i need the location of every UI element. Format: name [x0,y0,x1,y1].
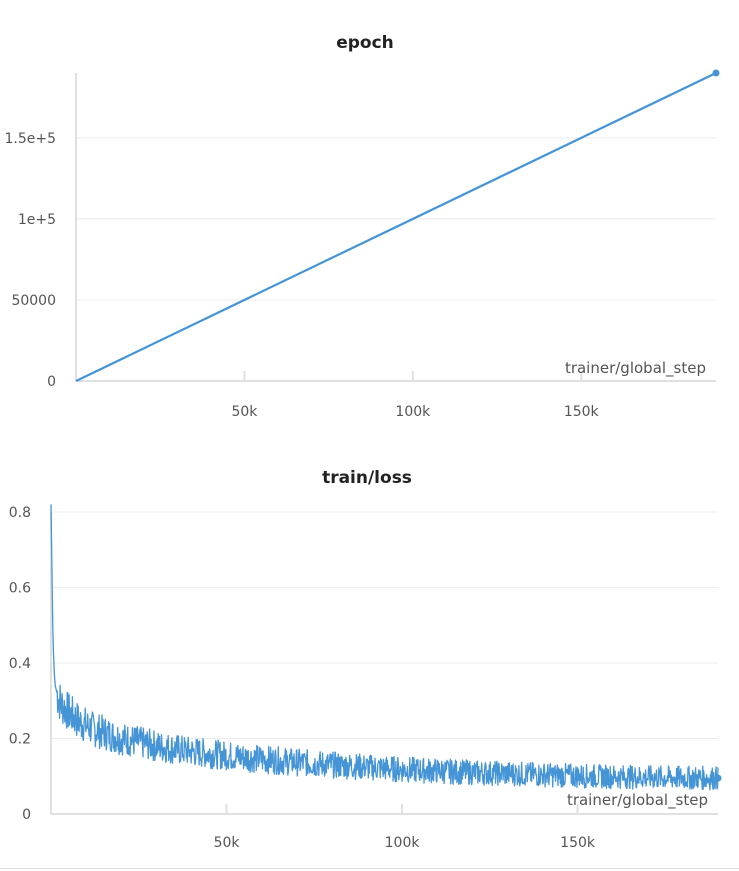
x-tick-label: 100k [385,835,421,851]
bottom-divider [0,868,739,869]
epoch-chart-title: epoch [336,33,394,53]
x-tick-label: 100k [395,404,431,420]
series-line [50,504,719,791]
train-loss-x-axis-label: trainer/global_step [567,791,708,810]
series-line [75,72,717,382]
epoch-x-axis-label: trainer/global_step [565,359,706,378]
y-tick-label: 0.6 [9,581,31,597]
series-end-point [714,774,722,782]
y-tick-label: 0 [47,374,56,390]
x-tick-label: 150k [560,835,596,851]
train-loss-chart-title: train/loss [322,468,412,488]
train-loss-y-ticks: 0 0.2 0.4 0.6 0.8 [9,505,31,823]
y-tick-label: 0.4 [9,656,31,672]
epoch-axes [75,73,716,382]
epoch-chart: epoch 0 50000 1e+5 1.5e+5 50k 100k 150k train… [4,33,720,420]
train-loss-x-ticks: 50k 100k 150k [214,804,596,851]
y-tick-label: 1.5e+5 [4,131,56,147]
x-tick-label: 50k [214,835,241,851]
epoch-grid [76,137,716,301]
epoch-y-ticks: 0 50000 1e+5 1.5e+5 [4,131,56,390]
x-tick-label: 150k [564,404,600,420]
train-loss-grid [51,511,718,739]
y-tick-label: 1e+5 [18,212,56,228]
y-tick-label: 50000 [11,293,56,309]
epoch-x-ticks: 50k 100k 150k [231,371,600,420]
series-end-point [712,69,720,77]
train-loss-series [50,504,722,791]
train-loss-chart: train/loss 0 0.2 0.4 0.6 0.8 50k 100k 150k tra… [9,468,722,851]
y-tick-label: 0.8 [9,505,31,521]
x-tick-label: 50k [231,404,258,420]
train-loss-axes [50,512,718,815]
y-tick-label: 0 [22,807,31,823]
epoch-series [75,69,720,382]
y-tick-label: 0.2 [9,732,31,748]
